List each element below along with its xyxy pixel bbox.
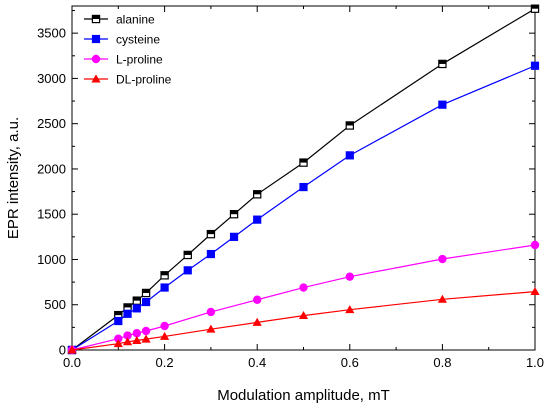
data-point bbox=[206, 324, 216, 333]
x-tick-label: 0.2 bbox=[156, 355, 174, 370]
y-tick-label: 3500 bbox=[37, 26, 66, 41]
legend-marker bbox=[91, 14, 101, 24]
marker-fill bbox=[142, 289, 150, 293]
legend: alanine cysteine L-proline DL-proline bbox=[84, 13, 172, 87]
data-point bbox=[141, 334, 151, 343]
legend-item-cysteine: cysteine bbox=[84, 33, 160, 47]
series-line bbox=[71, 65, 536, 351]
x-axis-title: Modulation amplitude, mT bbox=[217, 387, 390, 404]
series-line bbox=[71, 291, 536, 351]
data-point bbox=[253, 295, 262, 304]
data-point bbox=[183, 266, 192, 275]
data-point bbox=[530, 61, 540, 70]
data-point bbox=[438, 254, 447, 264]
marker-fill bbox=[114, 311, 122, 316]
marker-fill bbox=[161, 271, 169, 276]
data-point bbox=[160, 283, 169, 292]
data-point bbox=[530, 240, 540, 250]
data-point bbox=[345, 121, 355, 130]
plot-axes: 0.0 0.2 0.4 0.6 0.8 1.0 0 500 1000 1500 2000 2500 30… bbox=[37, 5, 544, 370]
data-point bbox=[299, 283, 308, 292]
marker-fill bbox=[133, 297, 141, 301]
data-point bbox=[114, 316, 123, 326]
data-point bbox=[67, 345, 77, 354]
data-point bbox=[206, 307, 216, 317]
data-point bbox=[132, 296, 142, 305]
legend-item-dl-proline: DL-proline bbox=[84, 73, 172, 87]
x-tick-label: 0.6 bbox=[341, 355, 359, 370]
marker-fill bbox=[346, 121, 354, 126]
data-point bbox=[132, 329, 142, 338]
marker-fill bbox=[531, 5, 539, 9]
data-point bbox=[113, 339, 123, 348]
data-point bbox=[253, 215, 262, 224]
data-point bbox=[123, 331, 132, 340]
data-point bbox=[438, 100, 447, 109]
x-tick-label: 0.8 bbox=[433, 355, 451, 370]
data-point bbox=[160, 321, 169, 331]
x-tick-label: 0.0 bbox=[63, 355, 81, 370]
data-point bbox=[345, 151, 354, 160]
legend-label: L-proline bbox=[116, 53, 163, 67]
data-point bbox=[229, 210, 239, 219]
data-point bbox=[183, 250, 192, 260]
legend-marker bbox=[91, 54, 101, 64]
y-tick-label: 1000 bbox=[37, 252, 66, 267]
data-point bbox=[114, 334, 123, 343]
data-point bbox=[299, 158, 308, 167]
marker-fill bbox=[207, 230, 215, 235]
data-point bbox=[530, 287, 540, 296]
data-point bbox=[132, 304, 141, 313]
y-tick-label: 1500 bbox=[37, 207, 66, 222]
data-point bbox=[141, 297, 151, 307]
data-point bbox=[206, 249, 216, 259]
y-tick-label: 2000 bbox=[37, 161, 66, 176]
data-point bbox=[437, 294, 447, 303]
legend-label: cysteine bbox=[116, 33, 160, 47]
data-point bbox=[530, 4, 540, 13]
marker-fill bbox=[230, 210, 238, 215]
y-axis-title: EPR intensity, a.u. bbox=[5, 117, 22, 239]
data-point bbox=[345, 305, 355, 314]
series-alanine bbox=[67, 4, 540, 355]
data-point bbox=[206, 229, 216, 239]
data-point bbox=[132, 335, 142, 344]
marker-fill bbox=[184, 251, 192, 255]
data-point bbox=[299, 182, 308, 192]
marker-fill bbox=[438, 60, 446, 64]
series-dl-proline bbox=[67, 287, 540, 354]
data-point bbox=[298, 311, 309, 320]
legend-item-l-proline: L-proline bbox=[84, 53, 163, 67]
y-tick-label: 2500 bbox=[37, 116, 66, 131]
marker-fill bbox=[92, 15, 100, 19]
legend-item-alanine: alanine bbox=[84, 13, 155, 27]
y-tick-label: 3000 bbox=[37, 71, 66, 86]
marker-fill bbox=[299, 159, 308, 163]
data-point bbox=[253, 190, 262, 199]
series-cysteine bbox=[67, 61, 540, 355]
data-point bbox=[141, 326, 151, 336]
x-tick-label: 1.0 bbox=[526, 355, 544, 370]
marker-fill bbox=[253, 190, 261, 195]
data-point bbox=[160, 271, 169, 280]
legend-label: DL-proline bbox=[116, 73, 172, 87]
data-point bbox=[122, 337, 133, 346]
legend-marker bbox=[91, 34, 101, 44]
data-point bbox=[123, 309, 132, 318]
series-layer bbox=[67, 4, 540, 355]
x-tick-label: 0.4 bbox=[248, 355, 266, 370]
data-point bbox=[252, 317, 262, 326]
y-tick-label: 0 bbox=[59, 343, 66, 358]
data-point bbox=[345, 272, 354, 281]
series-l-proline bbox=[67, 240, 540, 355]
marker-fill bbox=[123, 303, 132, 308]
data-point bbox=[229, 232, 239, 241]
legend-label: alanine bbox=[116, 13, 155, 27]
data-point bbox=[141, 288, 151, 298]
legend-marker bbox=[91, 74, 101, 83]
y-tick-label: 500 bbox=[44, 297, 66, 312]
data-point bbox=[160, 331, 170, 340]
data-point bbox=[438, 59, 447, 69]
